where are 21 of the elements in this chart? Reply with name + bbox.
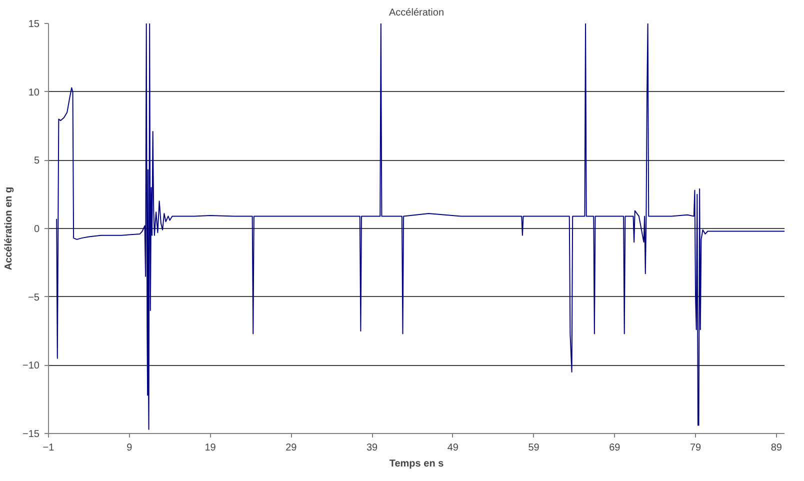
x-tick-label: −1 — [42, 442, 55, 454]
y-tick-label: −15 — [22, 429, 40, 440]
y-tick-label: 5 — [34, 156, 40, 167]
x-tick-label: 79 — [690, 442, 702, 454]
x-tick-label: 69 — [609, 442, 621, 454]
line-series — [56, 24, 784, 430]
x-tick-label: 89 — [770, 442, 782, 454]
x-tick-label: 49 — [447, 442, 459, 454]
y-tick-label: −5 — [28, 292, 40, 304]
x-tick-label: 59 — [528, 442, 540, 454]
chart-title: Accélération — [388, 8, 444, 18]
x-tick-label: 19 — [204, 442, 216, 454]
y-tick-label: −10 — [22, 360, 40, 372]
y-tick-label: 15 — [28, 19, 40, 30]
y-axis-title: Accélération en g — [4, 186, 15, 270]
x-tick-label: 39 — [366, 442, 378, 454]
x-axis-title: Temps en s — [389, 458, 444, 470]
x-tick-label: 29 — [286, 442, 298, 454]
y-tick-label: 10 — [28, 87, 40, 98]
x-tick-label: 9 — [126, 442, 133, 454]
y-tick-label: 0 — [34, 224, 40, 235]
